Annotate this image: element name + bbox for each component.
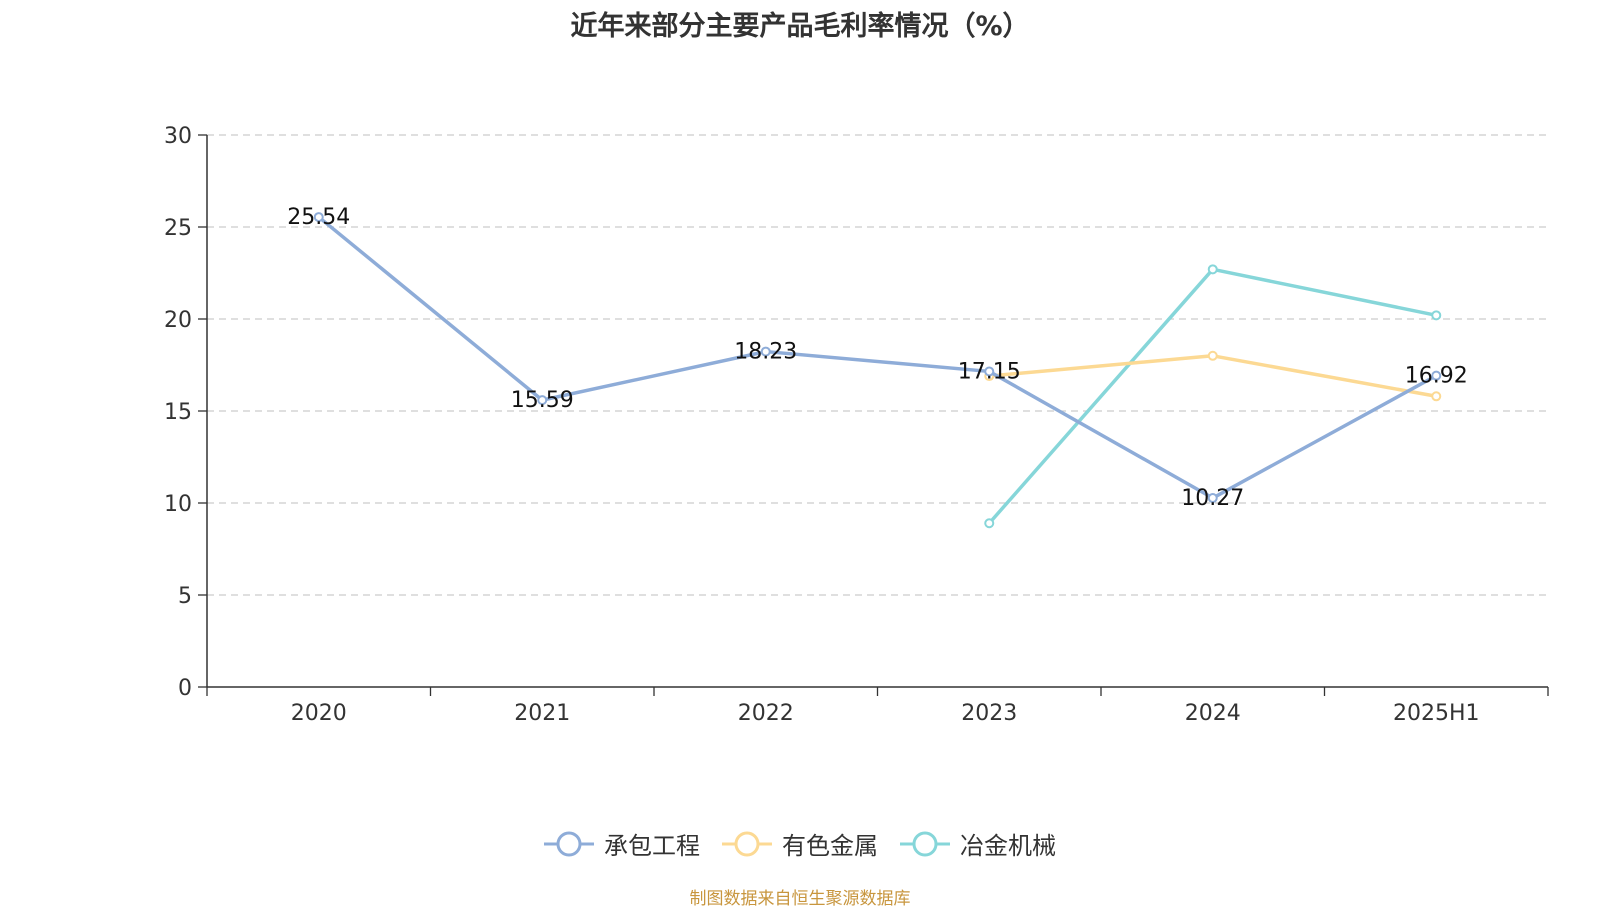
legend-item[interactable]: 冶金机械: [900, 826, 1056, 861]
data-point: [760, 346, 771, 357]
legend-item[interactable]: 有色金属: [722, 826, 878, 861]
source-note: 制图数据来自恒生聚源数据库: [689, 889, 911, 909]
legend: 承包工程 有色金属 冶金机械: [0, 826, 1600, 861]
axes: 0 5 10 15 20 25 30 2020 2021 2022 2023 2024 2025H1: [164, 124, 1549, 726]
legend-item[interactable]: 承包工程: [544, 826, 700, 861]
x-tick-label: 2020: [291, 701, 347, 726]
legend-label: 有色金属: [782, 832, 878, 860]
legend-label: 承包工程: [604, 832, 700, 860]
line-chart: 0 5 10 15 20 25 30 2020 2021 2022 2023 2024 2025H1 2…: [164, 124, 1549, 726]
data-label: 18.23: [734, 340, 797, 365]
data-label: 25.54: [287, 205, 350, 230]
series-line: [317, 215, 1438, 500]
data-label: 17.15: [958, 359, 1021, 384]
series-line: [989, 354, 1437, 399]
x-tick-label: 2025H1: [1393, 701, 1480, 726]
y-tick-label: 30: [164, 124, 192, 149]
data-label: 10.27: [1181, 486, 1244, 511]
y-tick-label: 15: [164, 400, 192, 425]
y-tick-label: 25: [164, 216, 192, 241]
y-tick-label: 0: [178, 676, 192, 701]
y-tick-label: 5: [178, 584, 192, 609]
data-point: [1207, 493, 1218, 504]
y-tick-label: 20: [164, 308, 192, 333]
y-tick-label: 10: [164, 492, 192, 517]
grid-lines: [207, 134, 1548, 596]
legend-marker-icon: [900, 831, 950, 856]
data-label: 16.92: [1405, 364, 1468, 389]
legend-label: 冶金机械: [960, 832, 1056, 860]
data-point: [984, 518, 995, 529]
data-point: [313, 212, 324, 223]
x-tick-label: 2023: [961, 701, 1017, 726]
legend-marker-icon: [544, 831, 594, 856]
data-point: [1207, 264, 1218, 275]
data-point: [1431, 370, 1442, 381]
series-lines: [313, 212, 1442, 529]
data-label: 15.59: [511, 388, 574, 413]
data-point: [984, 366, 995, 377]
data-point: [537, 395, 548, 406]
data-point: [1207, 350, 1218, 361]
data-point: [1431, 391, 1442, 402]
data-labels: 25.54 15.59 18.23 17.15 10.27 16.92: [287, 205, 1467, 511]
x-tick-label: 2022: [738, 701, 794, 726]
legend-marker-icon: [722, 831, 772, 856]
data-point: [1431, 310, 1442, 321]
x-tick-label: 2021: [514, 701, 570, 726]
x-tick-label: 2024: [1185, 701, 1241, 726]
chart-title: 近年来部分主要产品毛利率情况（%）: [570, 11, 1030, 42]
